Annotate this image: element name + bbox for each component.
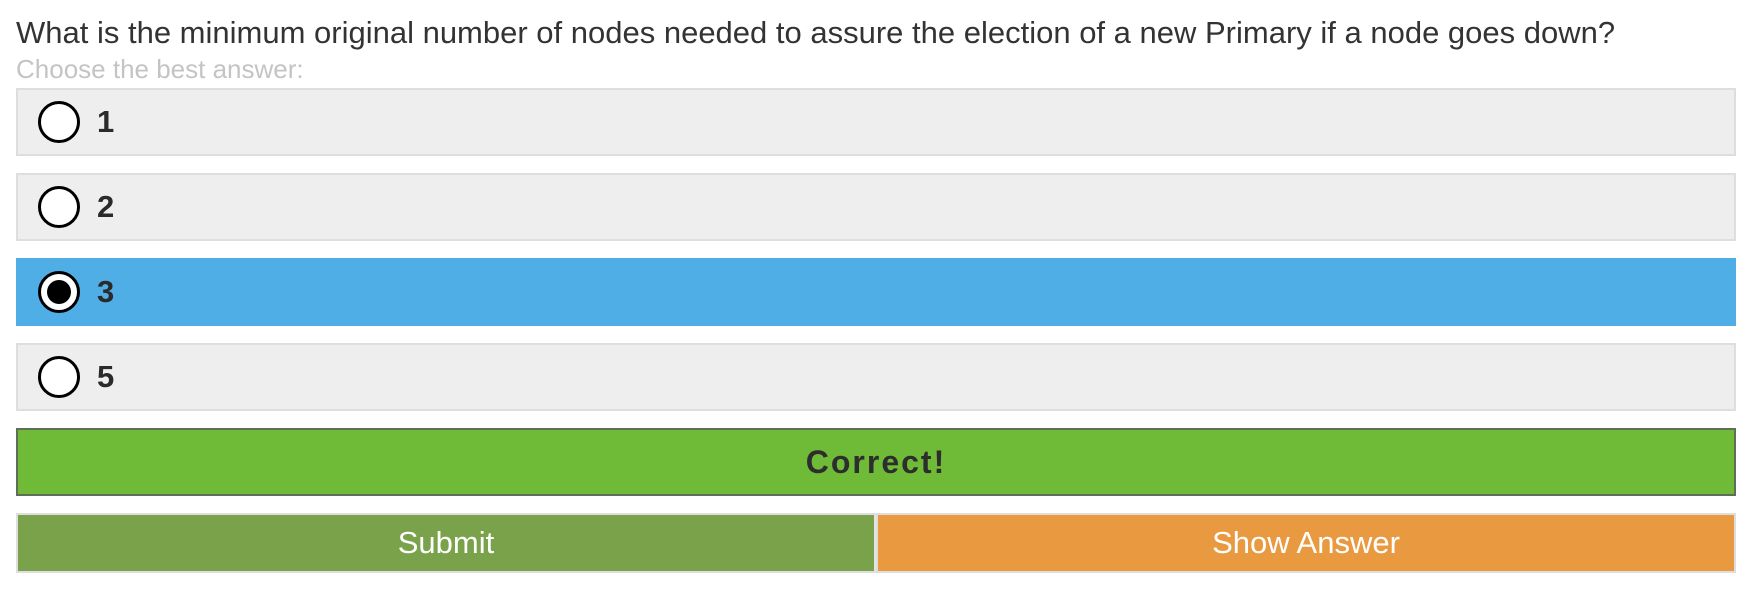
radio-dot-icon <box>47 280 71 304</box>
option-1[interactable]: 1 <box>16 88 1736 156</box>
option-label: 2 <box>97 189 115 224</box>
action-bar: Submit Show Answer <box>16 513 1736 573</box>
quiz-container: What is the minimum original number of n… <box>16 0 1736 573</box>
question-text: What is the minimum original number of n… <box>16 15 1616 50</box>
option-5[interactable]: 5 <box>16 343 1736 411</box>
submit-button[interactable]: Submit <box>16 513 876 573</box>
show-answer-button[interactable]: Show Answer <box>876 513 1736 573</box>
option-2[interactable]: 2 <box>16 173 1736 241</box>
radio-icon[interactable] <box>38 356 80 398</box>
radio-selected-icon[interactable] <box>38 271 80 313</box>
option-label: 1 <box>97 104 115 139</box>
answer-hint: Choose the best answer: <box>16 54 304 84</box>
option-label: 5 <box>97 359 115 394</box>
option-3[interactable]: 3 <box>16 258 1736 326</box>
radio-icon[interactable] <box>38 101 80 143</box>
feedback-banner: Correct! <box>16 428 1736 496</box>
radio-icon[interactable] <box>38 186 80 228</box>
answer-options: 1 2 3 5 <box>16 88 1736 411</box>
option-label: 3 <box>97 274 115 309</box>
